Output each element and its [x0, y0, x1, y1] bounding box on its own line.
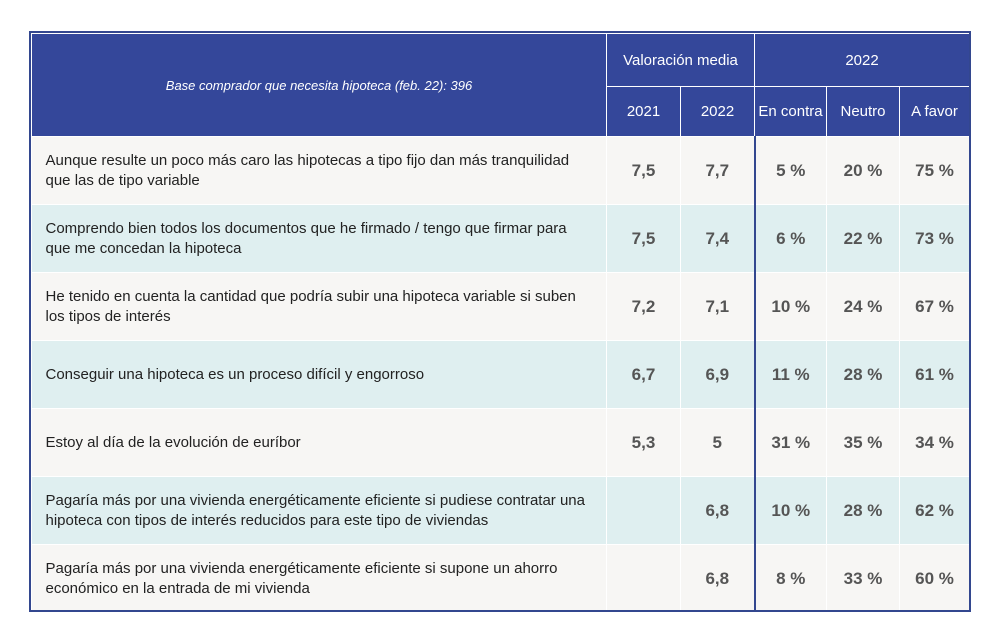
value-2022-cell: 6,9 [680, 340, 756, 409]
en-contra-cell: 5 % [753, 136, 828, 205]
statement-cell: He tenido en cuenta la cantidad que podr… [31, 272, 607, 341]
header-2022-group: 2022 [754, 33, 969, 87]
col-header-2022: 2022 [679, 86, 756, 137]
base-note: Base comprador que necesita hipoteca (fe… [31, 33, 607, 137]
en-contra-cell: 6 % [753, 204, 828, 273]
value-2022-cell: 6,8 [680, 476, 756, 545]
table-row: Pagaría más por una vivienda energéticam… [31, 544, 969, 610]
value-2021-cell [606, 476, 681, 545]
col-header-neutro: Neutro [826, 86, 901, 137]
value-2022-cell: 5 [680, 408, 756, 477]
neutro-cell: 28 % [826, 476, 901, 545]
table-row: Estoy al día de la evolución de euríbor … [31, 408, 969, 477]
value-2022-cell: 6,8 [680, 544, 756, 610]
a-favor-cell: 62 % [899, 476, 969, 545]
neutro-cell: 22 % [826, 204, 901, 273]
col-header-a-favor: A favor [899, 86, 969, 137]
col-header-en-contra: En contra [754, 86, 828, 137]
value-2021-cell: 5,3 [606, 408, 681, 477]
statement-cell: Aunque resulte un poco más caro las hipo… [31, 136, 607, 205]
survey-table: Base comprador que necesita hipoteca (fe… [31, 33, 969, 610]
value-2021-cell [606, 544, 681, 610]
value-2021-cell: 6,7 [606, 340, 681, 409]
col-header-2021: 2021 [606, 86, 681, 137]
en-contra-cell: 8 % [753, 544, 828, 610]
statement-cell: Conseguir una hipoteca es un proceso dif… [31, 340, 607, 409]
neutro-cell: 35 % [826, 408, 901, 477]
a-favor-cell: 67 % [899, 272, 969, 341]
statement-cell: Pagaría más por una vivienda energéticam… [31, 544, 607, 610]
value-2021-cell: 7,5 [606, 136, 681, 205]
table-row: He tenido en cuenta la cantidad que podr… [31, 272, 969, 341]
a-favor-cell: 34 % [899, 408, 969, 477]
value-2022-cell: 7,4 [680, 204, 756, 273]
statement-cell: Estoy al día de la evolución de euríbor [31, 408, 607, 477]
value-2022-cell: 7,1 [680, 272, 756, 341]
header-valoracion-media: Valoración media [605, 33, 756, 87]
value-2021-cell: 7,5 [606, 204, 681, 273]
table-row: Aunque resulte un poco más caro las hipo… [31, 136, 969, 205]
survey-table-frame: Base comprador que necesita hipoteca (fe… [29, 31, 971, 612]
neutro-cell: 20 % [826, 136, 901, 205]
table-row: Conseguir una hipoteca es un proceso dif… [31, 340, 969, 409]
a-favor-cell: 61 % [899, 340, 969, 409]
neutro-cell: 33 % [826, 544, 901, 610]
en-contra-cell: 11 % [753, 340, 828, 409]
statement-cell: Pagaría más por una vivienda energéticam… [31, 476, 607, 545]
table-row: Pagaría más por una vivienda energéticam… [31, 476, 969, 545]
en-contra-cell: 10 % [753, 272, 828, 341]
value-2022-cell: 7,7 [680, 136, 756, 205]
en-contra-cell: 10 % [753, 476, 828, 545]
neutro-cell: 24 % [826, 272, 901, 341]
value-2021-cell: 7,2 [606, 272, 681, 341]
a-favor-cell: 73 % [899, 204, 969, 273]
en-contra-cell: 31 % [753, 408, 828, 477]
statement-cell: Comprendo bien todos los documentos que … [31, 204, 607, 273]
table-row: Comprendo bien todos los documentos que … [31, 204, 969, 273]
a-favor-cell: 60 % [899, 544, 969, 610]
a-favor-cell: 75 % [899, 136, 969, 205]
neutro-cell: 28 % [826, 340, 901, 409]
